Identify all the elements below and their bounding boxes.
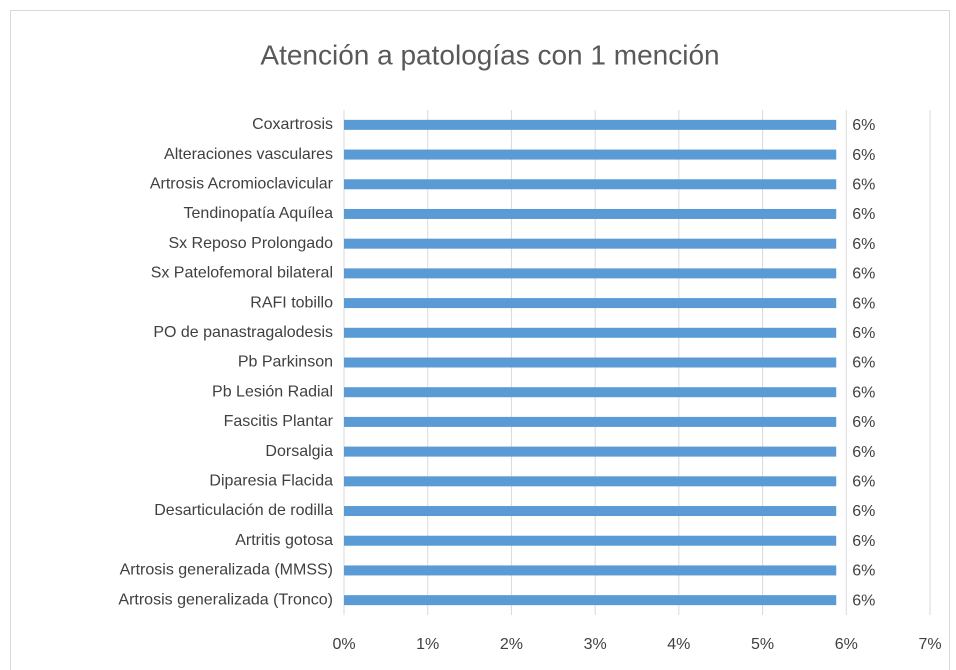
bar — [344, 595, 837, 606]
x-tick-label: 5% — [751, 636, 774, 653]
bar — [344, 119, 837, 130]
y-tick-label: Fascitis Plantar — [224, 413, 334, 430]
y-tick-label: Pb Parkinson — [238, 354, 333, 371]
x-tick-label: 2% — [500, 636, 523, 653]
y-tick-label: Coxartrosis — [252, 116, 333, 133]
x-tick-label: 6% — [835, 636, 858, 653]
bar — [344, 387, 837, 398]
bar — [344, 535, 837, 546]
bar — [344, 208, 837, 219]
y-tick-label: RAFI tobillo — [250, 294, 333, 311]
x-tick-label: 4% — [667, 636, 690, 653]
value-label: 6% — [852, 563, 875, 580]
y-tick-label: Diparesia Flacida — [209, 473, 333, 490]
x-tick-label: 0% — [332, 636, 355, 653]
value-label: 6% — [852, 503, 875, 520]
y-tick-label: Pb Lesión Radial — [212, 383, 333, 400]
bar — [344, 268, 837, 279]
value-label: 6% — [852, 236, 875, 253]
y-tick-label: Artrosis Acromioclavicular — [150, 175, 334, 192]
bar — [344, 476, 837, 487]
value-label: 6% — [852, 176, 875, 193]
chart-title: Atención a patologías con 1 mención — [260, 39, 719, 70]
x-tick-label: 1% — [416, 636, 439, 653]
bar — [344, 149, 837, 160]
value-label: 6% — [852, 355, 875, 372]
value-label: 6% — [852, 117, 875, 134]
bar — [344, 506, 837, 517]
value-label: 6% — [852, 533, 875, 550]
y-tick-label: Desarticulación de rodilla — [154, 502, 333, 519]
bar — [344, 179, 837, 190]
value-label: 6% — [852, 474, 875, 491]
y-tick-label: Tendinopatía Aquílea — [184, 205, 334, 222]
value-label: 6% — [852, 266, 875, 283]
value-label: 6% — [852, 414, 875, 431]
bar — [344, 327, 837, 338]
x-tick-label: 3% — [584, 636, 607, 653]
bar — [344, 238, 837, 249]
value-label: 6% — [852, 325, 875, 342]
y-tick-label: Artrosis generalizada (Tronco) — [118, 591, 333, 608]
bar — [344, 357, 837, 368]
y-tick-label: Sx Reposo Prolongado — [168, 235, 333, 252]
y-tick-label: Sx Patelofemoral bilateral — [151, 265, 333, 282]
bar — [344, 416, 837, 427]
y-tick-label: PO de panastragalodesis — [153, 324, 333, 341]
value-label: 6% — [852, 592, 875, 609]
value-label: 6% — [852, 295, 875, 312]
bar — [344, 446, 837, 457]
y-tick-label: Dorsalgia — [265, 443, 333, 460]
value-label: 6% — [852, 384, 875, 401]
y-tick-label: Artritis gotosa — [235, 532, 333, 549]
y-tick-label: Artrosis generalizada (MMSS) — [120, 562, 333, 579]
bar — [344, 565, 837, 576]
value-label: 6% — [852, 444, 875, 461]
bar — [344, 298, 837, 309]
x-tick-label: 7% — [918, 636, 941, 653]
value-label: 6% — [852, 206, 875, 223]
y-tick-label: Alteraciones vasculares — [164, 146, 333, 163]
value-label: 6% — [852, 147, 875, 164]
